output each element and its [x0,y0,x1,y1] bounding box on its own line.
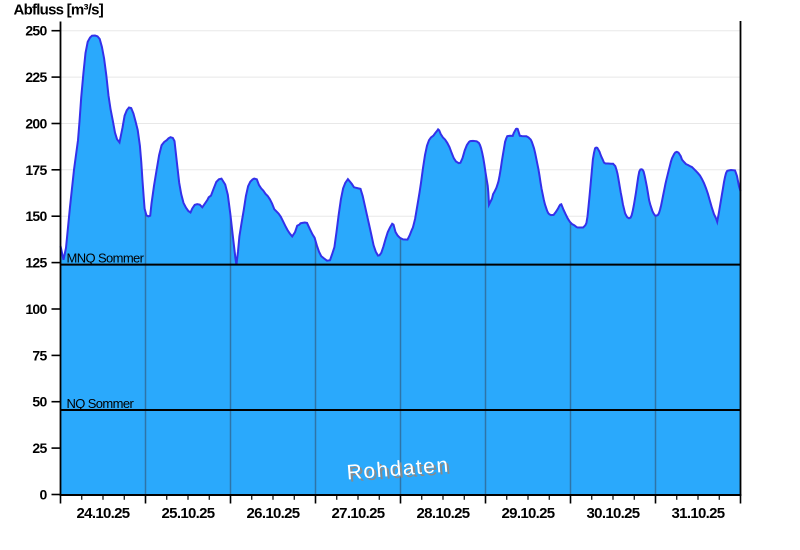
svg-text:30.10.25: 30.10.25 [587,505,640,522]
svg-text:MNQ Sommer: MNQ Sommer [67,250,145,265]
svg-text:100: 100 [25,301,47,317]
svg-text:29.10.25: 29.10.25 [502,505,555,522]
svg-text:50: 50 [32,394,47,410]
svg-text:31.10.25: 31.10.25 [672,505,725,522]
svg-text:125: 125 [25,255,47,271]
svg-text:NQ Sommer: NQ Sommer [67,396,135,411]
svg-text:225: 225 [25,69,47,85]
svg-text:Abfluss [m³/s]: Abfluss [m³/s] [14,2,104,19]
svg-text:75: 75 [32,347,47,363]
svg-text:200: 200 [25,116,47,132]
svg-text:175: 175 [25,162,47,178]
svg-text:26.10.25: 26.10.25 [247,505,300,522]
svg-text:25.10.25: 25.10.25 [162,505,215,522]
svg-text:27.10.25: 27.10.25 [332,505,385,522]
svg-text:0: 0 [39,487,47,503]
svg-text:150: 150 [25,208,47,224]
svg-text:28.10.25: 28.10.25 [417,505,470,522]
svg-text:25: 25 [32,440,47,456]
svg-text:250: 250 [25,23,47,39]
svg-text:24.10.25: 24.10.25 [77,505,130,522]
